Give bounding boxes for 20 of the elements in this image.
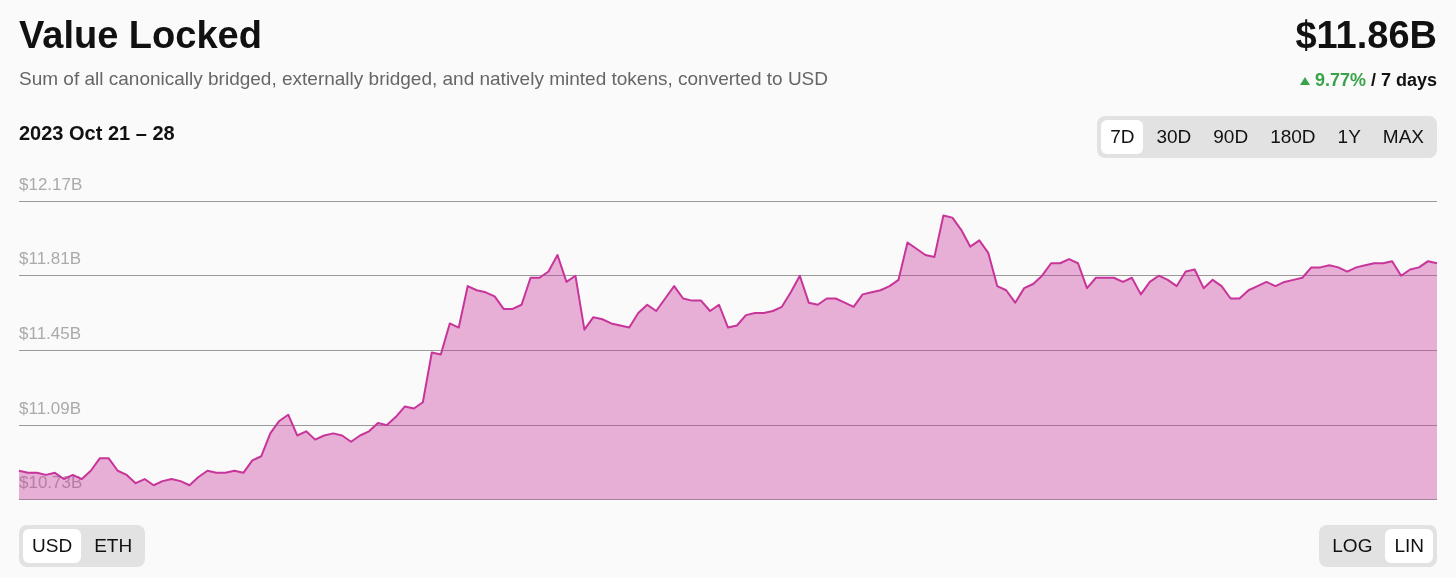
y-tick-label: $11.09B bbox=[19, 398, 82, 418]
text: 180D bbox=[1269, 125, 1317, 149]
y-tick-label: $11.45B bbox=[19, 324, 82, 344]
text: 90D bbox=[1212, 125, 1250, 149]
y-tick-label: $12.17B bbox=[19, 174, 83, 194]
text: USD bbox=[23, 529, 82, 563]
text: 30D bbox=[1155, 125, 1193, 149]
chart-subtitle: Sum of all canonically bridged, externally bridged, and natively minted tokens, converted to USD bbox=[19, 68, 828, 90]
chart-title: Value Locked bbox=[19, 14, 262, 57]
text: 2023 Oct 21 – 28 bbox=[19, 122, 175, 145]
text: / 7 days bbox=[1370, 70, 1437, 91]
text: 9.77% bbox=[1314, 70, 1366, 91]
text: ETH bbox=[93, 534, 134, 558]
text: MAX bbox=[1381, 125, 1425, 149]
text: $11.86B bbox=[1295, 14, 1437, 57]
text: LIN bbox=[1385, 529, 1433, 563]
text: 1Y bbox=[1336, 125, 1362, 149]
y-tick-label: $11.81B bbox=[19, 249, 82, 269]
text: 7D bbox=[1101, 120, 1144, 154]
text: LOG bbox=[1331, 534, 1374, 558]
